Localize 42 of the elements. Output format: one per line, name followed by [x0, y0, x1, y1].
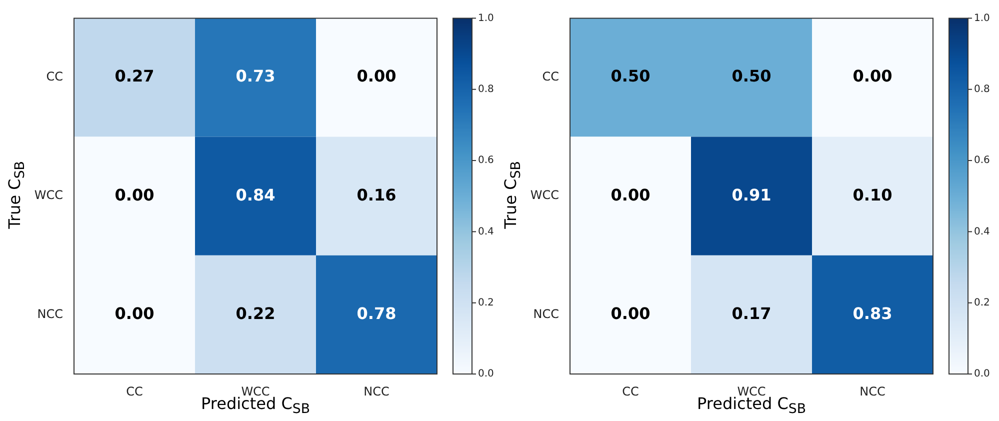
- color-bar-label: 0.8: [974, 84, 990, 95]
- x-tick-label: CC: [126, 384, 143, 398]
- y-tick-label: WCC: [530, 188, 559, 202]
- x-tick-label: NCC: [860, 384, 886, 398]
- x-tick-label: CC: [622, 384, 639, 398]
- data-label: 0.00: [852, 66, 892, 86]
- data-label: 0.00: [610, 304, 650, 323]
- color-bar-label: 0.8: [478, 84, 494, 95]
- x-tick-label: WCC: [737, 384, 766, 398]
- color-bar-label: 0.6: [974, 155, 990, 166]
- data-label: 0.10: [852, 185, 892, 204]
- data-label: 0.84: [236, 185, 276, 204]
- y-tick-label: NCC: [533, 306, 559, 321]
- x-tick-label: NCC: [364, 384, 390, 398]
- data-label: 0.78: [356, 304, 396, 323]
- color-bar-label: 1.0: [974, 12, 990, 24]
- color-bar-label: 0.4: [974, 226, 990, 238]
- data-label: 0.50: [610, 66, 650, 86]
- color-bar-label: 0.2: [974, 297, 990, 308]
- data-label: 0.00: [114, 185, 154, 204]
- data-label: 0.22: [236, 304, 276, 323]
- x-tick-label: WCC: [241, 384, 270, 398]
- data-label: 0.91: [732, 185, 772, 204]
- color-bar-label: 0.0: [974, 368, 990, 380]
- data-label: 0.50: [732, 66, 772, 86]
- y-tick-label: NCC: [37, 306, 63, 321]
- color-bar-label: 0.0: [478, 368, 494, 380]
- data-label: 0.73: [236, 66, 276, 86]
- color-bar-label: 1.0: [478, 12, 494, 24]
- data-label: 0.83: [852, 304, 892, 323]
- y-tick-label: WCC: [34, 188, 63, 202]
- data-label: 0.16: [356, 185, 396, 204]
- color-bar-label: 0.2: [478, 297, 494, 308]
- data-label: 0.00: [356, 66, 396, 86]
- color-bar-label: 0.6: [478, 155, 494, 166]
- data-label: 0.27: [114, 66, 154, 86]
- data-label: 0.00: [114, 304, 154, 323]
- y-tick-label: CC: [542, 70, 559, 84]
- color-bar-label: 0.4: [478, 226, 494, 238]
- data-label: 0.17: [732, 304, 772, 323]
- y-tick-label: CC: [46, 70, 63, 84]
- data-label: 0.00: [610, 185, 650, 204]
